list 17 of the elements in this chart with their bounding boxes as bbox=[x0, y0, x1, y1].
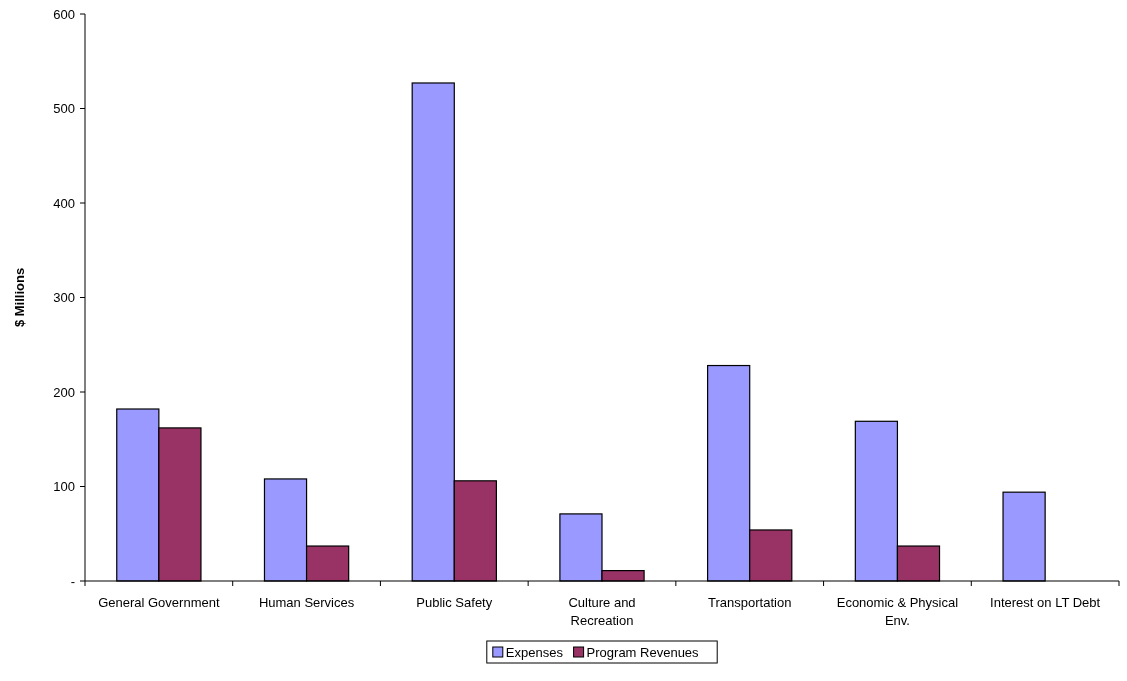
y-axis-title: $ Millions bbox=[12, 267, 27, 328]
legend-label: Program Revenues bbox=[586, 644, 700, 660]
x-tick-label: Human Services bbox=[258, 595, 355, 610]
x-tick-label: Culture and Recreation bbox=[568, 595, 636, 628]
x-tick-label: Public Safety bbox=[416, 595, 493, 610]
y-tick-label: 600 bbox=[53, 6, 75, 22]
x-tick-label: Transportation bbox=[708, 595, 792, 610]
y-tick-label: 200 bbox=[53, 384, 75, 400]
y-tick-label: - bbox=[70, 573, 75, 589]
x-tick-label: Economic & Physical Env. bbox=[836, 595, 959, 628]
y-tick-label: 500 bbox=[53, 101, 75, 117]
y-tick-label: 100 bbox=[53, 479, 75, 495]
x-tick-label: Interest on LT Debt bbox=[990, 595, 1101, 610]
x-tick-label: General Government bbox=[98, 595, 220, 610]
legend-label: Expenses bbox=[505, 644, 564, 660]
y-tick-label: 300 bbox=[53, 290, 75, 306]
y-tick-label: 400 bbox=[53, 195, 75, 211]
